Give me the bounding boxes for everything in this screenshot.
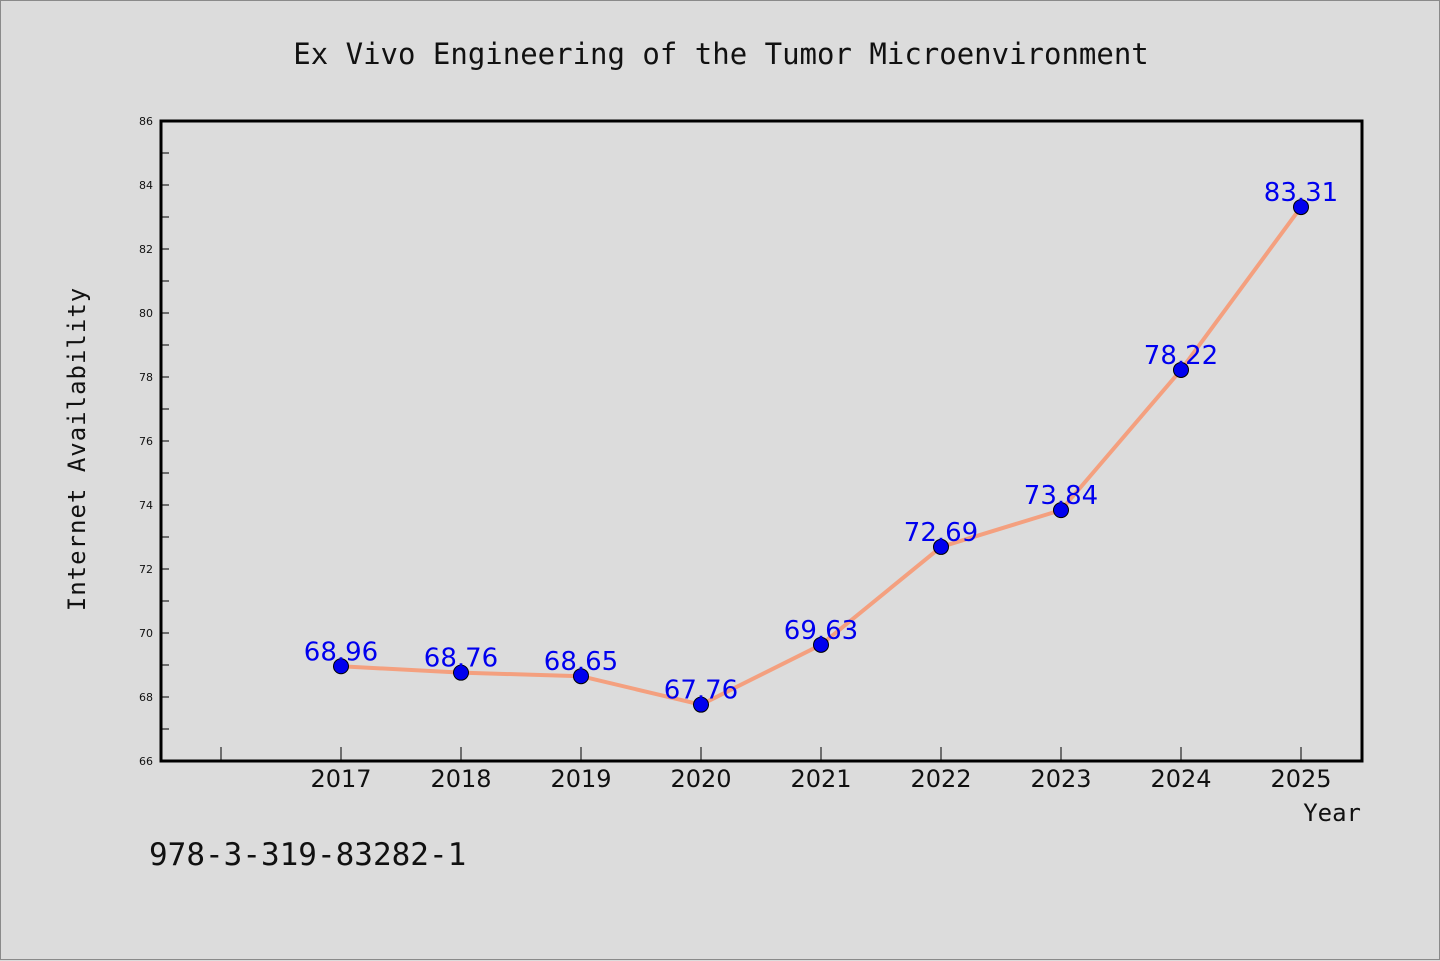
x-tick-label: 2018 [430, 765, 491, 793]
y-tick-label: 86 [139, 115, 153, 128]
y-tick-label: 70 [139, 627, 153, 640]
data-label: 83.31 [1264, 178, 1338, 208]
data-label: 67.76 [664, 676, 738, 706]
y-tick-label: 82 [139, 243, 153, 256]
data-point [333, 658, 349, 675]
data-point [693, 696, 709, 713]
data-point [1173, 361, 1189, 378]
x-tick-label: 2023 [1030, 765, 1091, 793]
footnote-isbn: 978-3-319-83282-1 [149, 837, 466, 873]
x-tick-label: 2024 [1150, 765, 1211, 793]
data-point [1053, 502, 1069, 519]
data-label: 78.22 [1144, 341, 1218, 371]
axis-ticks: 66 68 70 72 74 76 78 80 82 84 86 2017 2018 2019 2020 20… [139, 115, 1332, 793]
x-tick-label: 2020 [670, 765, 731, 793]
y-tick-label: 78 [139, 371, 153, 384]
data-label: 68.76 [424, 644, 498, 674]
data-point [1293, 199, 1309, 216]
data-label: 69.63 [784, 616, 858, 646]
data-label: 72.69 [904, 518, 978, 548]
y-tick-label: 74 [139, 499, 153, 512]
y-axis-label: Internet Availability [63, 287, 91, 611]
x-tick-label: 2022 [910, 765, 971, 793]
data-label: 68.65 [544, 647, 618, 677]
data-label: 73.84 [1024, 481, 1098, 511]
y-tick-label: 84 [139, 179, 153, 192]
x-tick-label: 2017 [310, 765, 371, 793]
data-point [573, 668, 589, 685]
y-tick-label: 68 [139, 691, 153, 704]
data-point [933, 538, 949, 555]
data-label: 68.96 [304, 637, 378, 667]
x-tick-label: 2019 [550, 765, 611, 793]
chart-title: Ex Vivo Engineering of the Tumor Microen… [293, 37, 1149, 71]
x-axis-label: Year [1303, 799, 1361, 827]
y-tick-label: 80 [139, 307, 153, 320]
data-point [453, 664, 469, 681]
y-tick-label: 76 [139, 435, 153, 448]
x-tick-label: 2025 [1270, 765, 1331, 793]
x-tick-label: 2021 [790, 765, 851, 793]
y-tick-label: 66 [139, 755, 153, 768]
data-marks: 68.96 68.76 68.65 67.76 69.63 72.69 73.84 78.22… [304, 178, 1338, 713]
y-tick-label: 72 [139, 563, 153, 576]
data-point [813, 636, 829, 653]
